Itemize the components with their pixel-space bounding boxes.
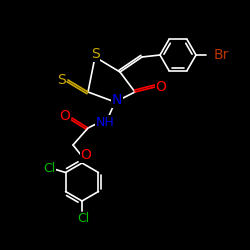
Text: S: S — [56, 73, 66, 87]
Text: S: S — [90, 47, 100, 61]
Text: O: O — [80, 148, 92, 162]
Text: O: O — [60, 109, 70, 123]
Text: N: N — [112, 93, 122, 107]
Text: Cl: Cl — [77, 212, 89, 226]
Text: Cl: Cl — [44, 162, 56, 175]
Text: NH: NH — [96, 116, 114, 128]
Text: O: O — [156, 80, 166, 94]
Text: Br: Br — [214, 48, 230, 62]
